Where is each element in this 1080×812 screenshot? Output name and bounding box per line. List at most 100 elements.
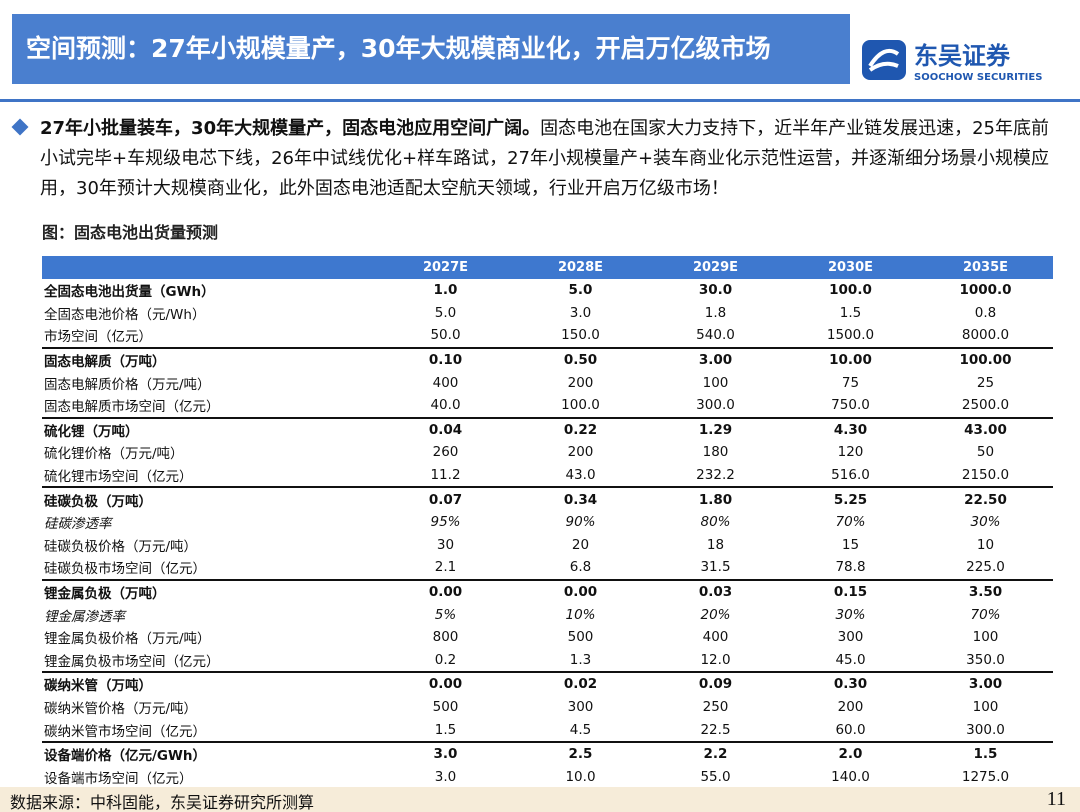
cell: 60.0 bbox=[783, 718, 918, 743]
row-label: 碳纳米管（万吨） bbox=[44, 678, 152, 695]
cell: 0.2 bbox=[378, 648, 513, 674]
row-label: 硅碳负极价格（万元/吨） bbox=[44, 538, 198, 555]
cell: 1.8 bbox=[704, 304, 727, 321]
cell: 4.30 bbox=[833, 421, 868, 438]
cell: 1500.0 bbox=[783, 324, 918, 349]
cell: 2.2 bbox=[703, 746, 728, 763]
cell: 0.8 bbox=[974, 304, 997, 321]
cell: 20% bbox=[700, 606, 731, 623]
figure-caption: 图：固态电池出货量预测 bbox=[42, 223, 219, 242]
table-row: 固态电解质（万吨） 0.10 0.50 3.00 10.00 100.00 bbox=[42, 348, 1053, 372]
cell: 1.5 bbox=[973, 746, 998, 763]
row-label: 碳纳米管价格（万元/吨） bbox=[44, 700, 198, 717]
cell: 180 bbox=[702, 444, 729, 461]
cell: 0.04 bbox=[428, 421, 463, 438]
column-header: 2035E bbox=[918, 256, 1053, 279]
cell: 3.00 bbox=[968, 676, 1003, 693]
cell: 0.07 bbox=[428, 491, 463, 508]
cell: 1.3 bbox=[513, 648, 648, 674]
row-label: 锂金属负极（万吨） bbox=[44, 586, 166, 603]
row-label: 硅碳负极（万吨） bbox=[44, 493, 152, 510]
cell: 1000.0 bbox=[959, 282, 1012, 299]
row-label: 固态电解质（万吨） bbox=[44, 354, 166, 371]
cell: 350.0 bbox=[918, 648, 1053, 674]
table-row: 全固态电池出货量（GWh） 1.0 5.0 30.0 100.0 1000.0 bbox=[42, 279, 1053, 302]
table: 2027E 2028E 2029E 2030E 2035E 全固态电池出货量（GWh） 1.… bbox=[42, 256, 1053, 791]
cell: 300 bbox=[567, 698, 594, 715]
cell: 300.0 bbox=[648, 393, 783, 419]
cell: 0.10 bbox=[428, 352, 463, 369]
cell: 10% bbox=[565, 606, 596, 623]
cell: 90% bbox=[565, 514, 596, 531]
cell: 2500.0 bbox=[918, 393, 1053, 419]
cell: 1.5 bbox=[378, 718, 513, 743]
table-row: 硅碳渗透率 95% 90% 80% 70% 30% bbox=[42, 511, 1053, 534]
cell: 10.0 bbox=[513, 765, 648, 791]
cell: 3.0 bbox=[433, 746, 458, 763]
cell: 8000.0 bbox=[918, 324, 1053, 349]
cell: 43.0 bbox=[513, 463, 648, 489]
cell: 70% bbox=[970, 606, 1001, 623]
row-label: 设备端价格（亿元/GWh） bbox=[44, 748, 207, 765]
cell: 0.22 bbox=[563, 421, 598, 438]
row-label: 硅碳负极市场空间（亿元） bbox=[42, 556, 378, 581]
cell: 22.50 bbox=[964, 491, 1007, 508]
cell: 100.0 bbox=[829, 282, 872, 299]
row-label: 硫化锂市场空间（亿元） bbox=[42, 463, 378, 489]
cell: 95% bbox=[430, 514, 461, 531]
row-label: 全固态电池出货量（GWh） bbox=[44, 284, 215, 301]
cell: 12.0 bbox=[648, 648, 783, 674]
divider bbox=[0, 99, 1080, 102]
cell: 516.0 bbox=[783, 463, 918, 489]
row-label: 市场空间（亿元） bbox=[42, 324, 378, 349]
bullet-icon bbox=[11, 118, 29, 136]
footer: 数据来源：中科固能，东吴证券研究所测算 11 bbox=[0, 787, 1080, 812]
source: 数据来源：中科固能，东吴证券研究所测算 bbox=[10, 793, 315, 812]
row-label: 设备端市场空间（亿元） bbox=[42, 765, 378, 791]
cell: 100.0 bbox=[513, 393, 648, 419]
table-row: 锂金属渗透率 5% 10% 20% 30% 70% bbox=[42, 603, 1053, 626]
table-row: 固态电解质价格（万元/吨） 400 200 100 75 25 bbox=[42, 371, 1053, 394]
cell: 1.0 bbox=[433, 282, 458, 299]
cell: 30.0 bbox=[698, 282, 733, 299]
cell: 1.29 bbox=[698, 421, 733, 438]
cell: 300.0 bbox=[918, 718, 1053, 743]
header-cell bbox=[42, 256, 378, 279]
cell: 0.02 bbox=[563, 676, 598, 693]
column-header: 2028E bbox=[513, 256, 648, 279]
cell: 300 bbox=[837, 629, 864, 646]
table-row: 固态电解质市场空间（亿元） 40.0 100.0 300.0 750.0 2500.0 bbox=[42, 393, 1053, 419]
cell: 260 bbox=[432, 444, 459, 461]
cell: 11.2 bbox=[378, 463, 513, 489]
cell: 20 bbox=[571, 536, 590, 553]
cell: 750.0 bbox=[783, 393, 918, 419]
cell: 0.30 bbox=[833, 676, 868, 693]
cell: 5.0 bbox=[434, 304, 457, 321]
cell: 200 bbox=[567, 374, 594, 391]
cell: 22.5 bbox=[648, 718, 783, 743]
cell: 225.0 bbox=[918, 556, 1053, 581]
row-label: 硫化锂价格（万元/吨） bbox=[44, 446, 184, 463]
logo-icon bbox=[862, 40, 906, 80]
table-row: 硅碳负极市场空间（亿元） 2.1 6.8 31.5 78.8 225.0 bbox=[42, 556, 1053, 581]
cell: 232.2 bbox=[648, 463, 783, 489]
table-row: 硅碳负极（万吨） 0.07 0.34 1.80 5.25 22.50 bbox=[42, 487, 1053, 511]
cell: 1275.0 bbox=[918, 765, 1053, 791]
page-number: 11 bbox=[1046, 788, 1066, 810]
cell: 2.1 bbox=[378, 556, 513, 581]
row-label: 硫化锂（万吨） bbox=[44, 423, 139, 440]
cell: 540.0 bbox=[648, 324, 783, 349]
cell: 0.50 bbox=[563, 352, 598, 369]
cell: 10.00 bbox=[829, 352, 872, 369]
bullet-body: 固态电池在国家大力支持下，近半年产业链发展迅速，25年底前小试完毕+车规级电芯下… bbox=[40, 118, 1050, 199]
cell: 50.0 bbox=[378, 324, 513, 349]
cell: 10 bbox=[976, 536, 995, 553]
cell: 40.0 bbox=[378, 393, 513, 419]
cell: 4.5 bbox=[513, 718, 648, 743]
cell: 100.00 bbox=[959, 352, 1012, 369]
cell: 0.00 bbox=[428, 676, 463, 693]
column-header: 2030E bbox=[783, 256, 918, 279]
table-header: 2027E 2028E 2029E 2030E 2035E bbox=[42, 256, 1053, 279]
logo-swoosh bbox=[868, 49, 900, 72]
